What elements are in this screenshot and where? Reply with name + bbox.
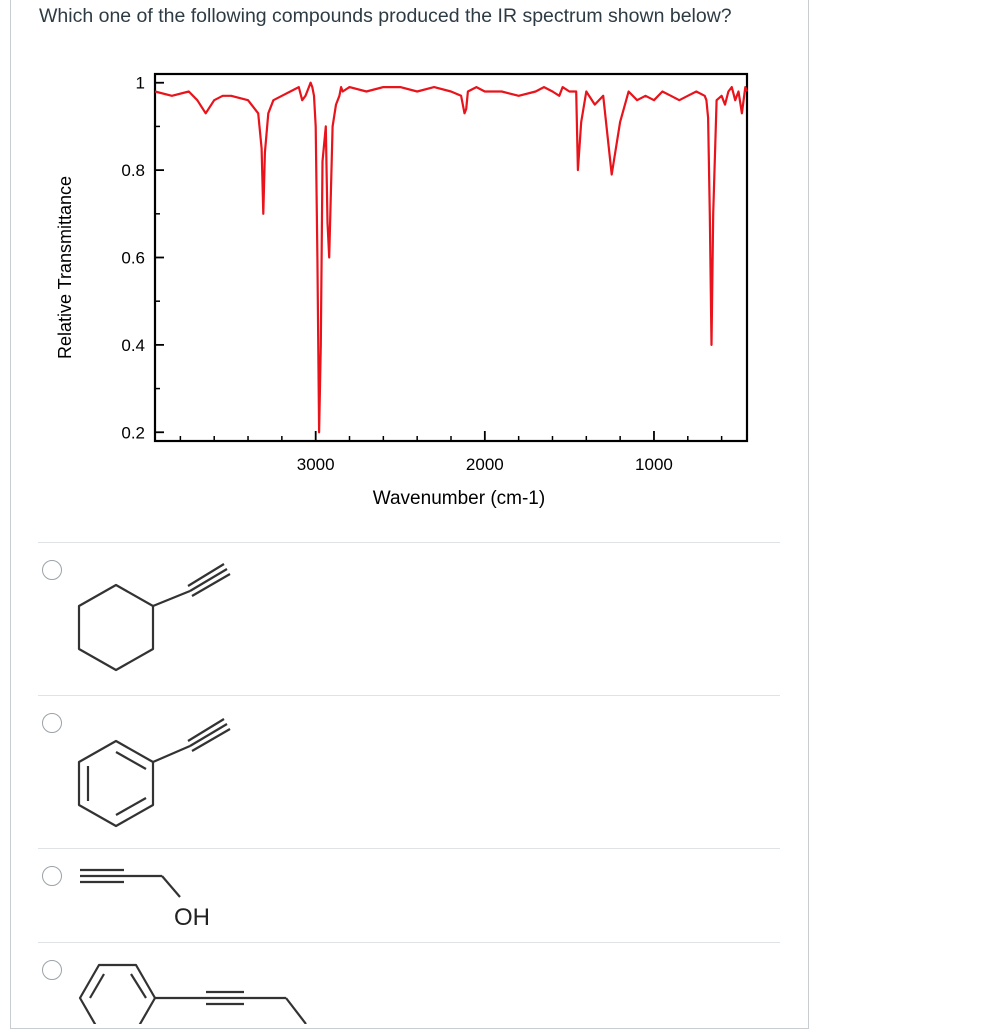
ethynylcyclohexane-structure [77, 563, 231, 672]
question-text: Which one of the following compounds pro… [39, 5, 732, 27]
x-tick-label: 1000 [635, 455, 673, 474]
answer-divider [38, 848, 780, 849]
y-tick-label: 1 [136, 74, 145, 93]
answer-radio-1[interactable] [42, 560, 62, 580]
y-tick-label: 0.8 [121, 161, 145, 180]
propargyl-alcohol-structure: OH [80, 868, 210, 931]
phenylacetylene-structure [77, 718, 231, 828]
x-axis-label: Wavenumber (cm-1) [373, 488, 545, 509]
y-tick-label: 0.2 [121, 423, 145, 442]
spectrum-line [154, 81, 749, 434]
plot-frame [153, 72, 749, 443]
y-tick-label: 0.6 [121, 249, 145, 268]
answer-radio-4[interactable] [42, 960, 62, 980]
ir-spectrum-chart: 1 0.8 0.6 0.4 0.2 3000 2000 1000 Wavenumber (cm-… [55, 72, 749, 509]
answer-radio-2[interactable] [42, 713, 62, 733]
answer-radio-3[interactable] [42, 866, 62, 886]
x-tick-label: 3000 [297, 455, 335, 474]
answer-divider [38, 542, 780, 543]
phenylpropyne-structure [78, 963, 307, 1024]
hydroxyl-label: OH [174, 904, 210, 931]
answer-divider [38, 695, 780, 696]
answer-divider [38, 942, 780, 943]
y-tick-label: 0.4 [121, 336, 145, 355]
question-card [10, 0, 809, 1029]
y-axis-label: Relative Transmittance [55, 176, 75, 359]
x-tick-label: 2000 [466, 455, 504, 474]
